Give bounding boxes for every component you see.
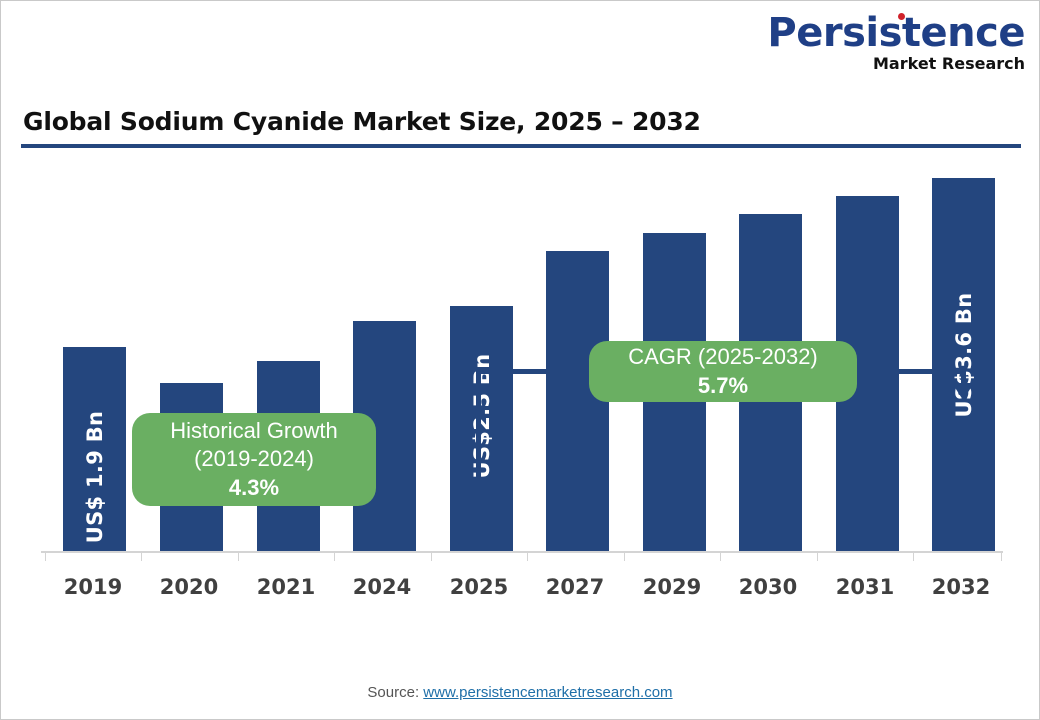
bar-2019: US$ 1.9 Bn bbox=[63, 347, 126, 553]
title-divider bbox=[21, 144, 1021, 148]
axis-tick bbox=[141, 553, 142, 561]
x-axis-line bbox=[41, 551, 1003, 553]
axis-tick bbox=[238, 553, 239, 561]
axis-tick bbox=[527, 553, 528, 561]
logo-dot-icon bbox=[898, 13, 906, 20]
axis-tick bbox=[431, 553, 432, 561]
source-link[interactable]: www.persistencemarketresearch.com bbox=[423, 684, 673, 701]
bar-2025: US$2.5 Bn bbox=[450, 306, 513, 553]
x-axis-label-2024: 2024 bbox=[352, 575, 412, 599]
page-title: Global Sodium Cyanide Market Size, 2025 … bbox=[23, 107, 701, 136]
historical-growth-callout: Historical Growth (2019-2024) 4.3% bbox=[132, 413, 376, 506]
axis-tick bbox=[45, 553, 46, 561]
historical-growth-period: (2019-2024) bbox=[194, 445, 314, 471]
logo-wordmark: Persistence bbox=[767, 13, 1025, 53]
logo-subtitle: Market Research bbox=[873, 54, 1025, 73]
cagr-title: CAGR (2025-2032) bbox=[628, 343, 818, 369]
cagr-connector-right-vertical bbox=[961, 369, 966, 387]
bar-chart: US$ 1.9 Bn US$2.5 Bn US$3.6 Bn 2019 2020… bbox=[1, 151, 1040, 651]
axis-tick bbox=[334, 553, 335, 561]
arrow-down-icon bbox=[952, 383, 974, 400]
x-axis-label-2020: 2020 bbox=[159, 575, 219, 599]
x-axis-label-2021: 2021 bbox=[256, 575, 316, 599]
x-axis-label-2029: 2029 bbox=[642, 575, 702, 599]
source-line: Source: www.persistencemarketresearch.co… bbox=[1, 684, 1039, 701]
brand-logo: Persistence Market Research bbox=[767, 13, 1025, 72]
cagr-connector-left-horizontal bbox=[476, 369, 601, 374]
x-axis-label-2032: 2032 bbox=[931, 575, 991, 599]
cagr-callout: CAGR (2025-2032) 5.7% bbox=[589, 341, 857, 402]
cagr-connector-left-vertical bbox=[476, 369, 481, 529]
axis-tick bbox=[624, 553, 625, 561]
x-axis-label-2027: 2027 bbox=[545, 575, 605, 599]
bar-2027 bbox=[546, 251, 609, 553]
axis-tick bbox=[817, 553, 818, 561]
x-axis-label-2025: 2025 bbox=[449, 575, 509, 599]
cagr-value: 5.7% bbox=[697, 372, 749, 398]
axis-tick bbox=[1001, 553, 1002, 561]
historical-growth-title: Historical Growth bbox=[170, 417, 338, 443]
source-prefix: Source: bbox=[367, 684, 424, 701]
axis-tick bbox=[913, 553, 914, 561]
x-axis-label-2019: 2019 bbox=[63, 575, 123, 599]
bar-2032: US$3.6 Bn bbox=[932, 178, 995, 553]
cagr-connector-right-horizontal bbox=[847, 369, 966, 374]
logo-wordmark-text: Persistence bbox=[767, 10, 1025, 56]
x-axis-label-2030: 2030 bbox=[738, 575, 798, 599]
bar-label-2019: US$ 1.9 Bn bbox=[82, 410, 107, 544]
axis-tick bbox=[720, 553, 721, 561]
historical-growth-value: 4.3% bbox=[228, 474, 280, 500]
x-axis-label-2031: 2031 bbox=[835, 575, 895, 599]
